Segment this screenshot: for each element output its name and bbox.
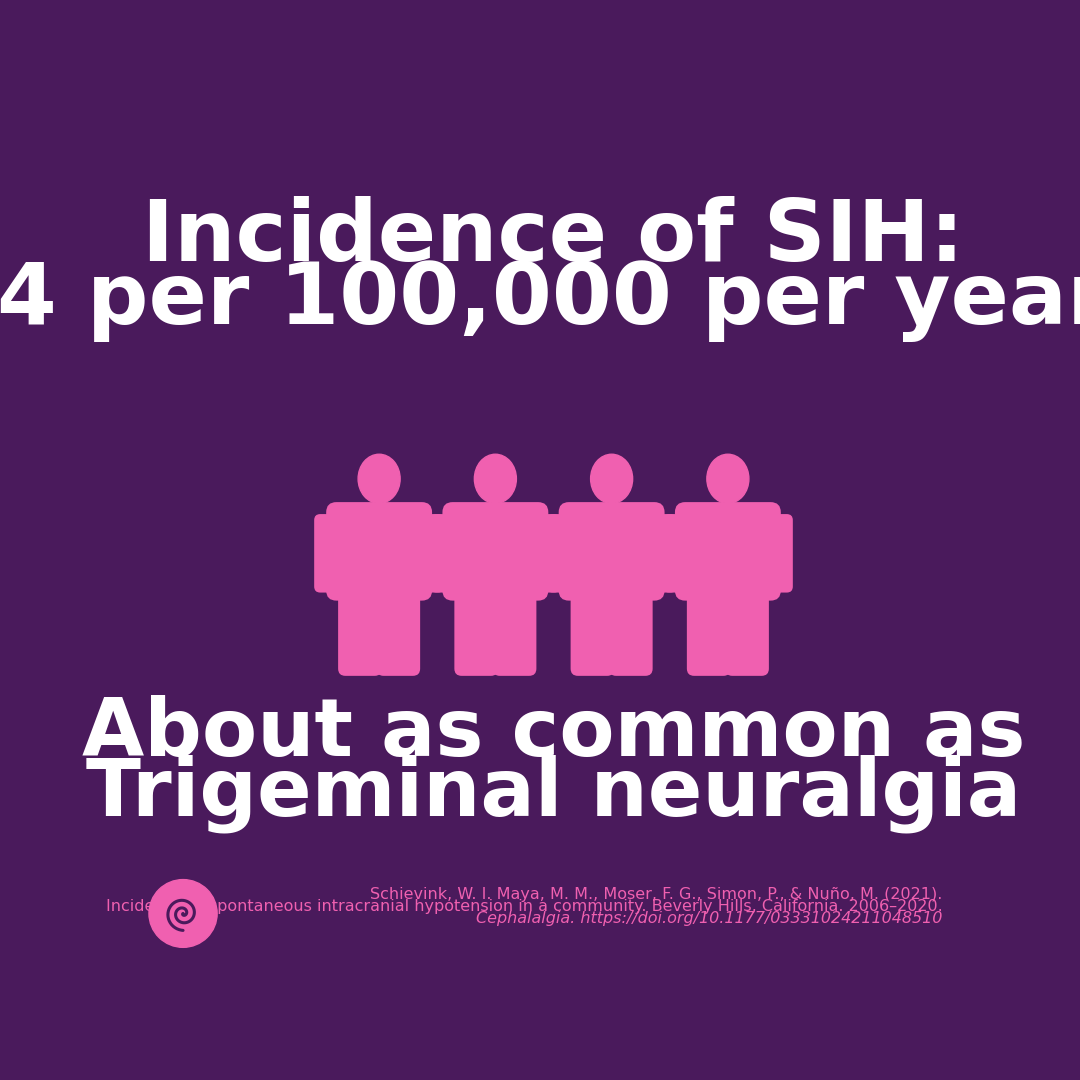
Polygon shape (602, 591, 622, 603)
FancyBboxPatch shape (760, 514, 793, 593)
Text: Cephalalgia. https://doi.org/10.1177/03331024211048510: Cephalalgia. https://doi.org/10.1177/033… (476, 912, 943, 927)
FancyBboxPatch shape (528, 514, 561, 593)
FancyBboxPatch shape (443, 502, 549, 600)
FancyBboxPatch shape (644, 514, 676, 593)
FancyBboxPatch shape (431, 514, 463, 593)
Polygon shape (717, 591, 739, 603)
FancyBboxPatch shape (570, 583, 615, 676)
FancyBboxPatch shape (338, 583, 382, 676)
Ellipse shape (359, 455, 400, 503)
FancyBboxPatch shape (609, 583, 652, 676)
Polygon shape (485, 591, 505, 603)
FancyBboxPatch shape (376, 583, 420, 676)
Text: Trigeminal neuralgia: Trigeminal neuralgia (86, 754, 1021, 833)
FancyBboxPatch shape (558, 502, 664, 600)
FancyBboxPatch shape (455, 583, 498, 676)
Ellipse shape (707, 455, 748, 503)
FancyBboxPatch shape (675, 502, 781, 600)
FancyBboxPatch shape (725, 583, 769, 676)
Polygon shape (368, 503, 390, 512)
Polygon shape (484, 503, 507, 512)
Text: 4 per 100,000 per year: 4 per 100,000 per year (0, 259, 1080, 342)
Text: Incidence of SIH:: Incidence of SIH: (143, 195, 964, 279)
Polygon shape (600, 503, 623, 512)
FancyBboxPatch shape (663, 514, 696, 593)
FancyBboxPatch shape (314, 514, 347, 593)
FancyBboxPatch shape (492, 583, 537, 676)
Text: About as common as: About as common as (82, 696, 1025, 773)
FancyBboxPatch shape (687, 583, 731, 676)
FancyBboxPatch shape (411, 514, 444, 593)
FancyBboxPatch shape (326, 502, 432, 600)
Polygon shape (717, 503, 739, 512)
Ellipse shape (474, 455, 516, 503)
Polygon shape (368, 591, 390, 603)
FancyBboxPatch shape (546, 514, 579, 593)
Text: Incidence of spontaneous intracranial hypotension in a community. Beverly Hills,: Incidence of spontaneous intracranial hy… (106, 899, 943, 914)
Circle shape (149, 879, 217, 947)
Text: Schievink, W. I. Maya, M. M., Moser, F. G., Simon, P., & Nuño, M. (2021).: Schievink, W. I. Maya, M. M., Moser, F. … (370, 887, 943, 902)
Ellipse shape (591, 455, 633, 503)
